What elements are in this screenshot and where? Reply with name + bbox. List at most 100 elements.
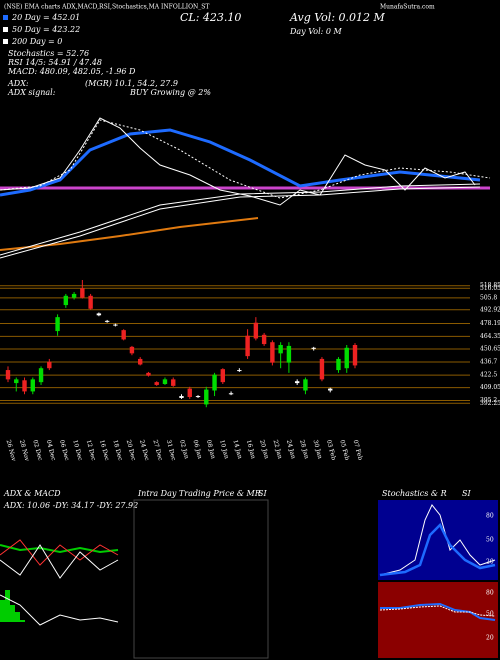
candle-body: [113, 324, 118, 326]
adx-line: [0, 544, 119, 579]
date-label: 22 Jan: [272, 439, 284, 460]
ema-line: [0, 119, 491, 199]
candle-body: [5, 370, 11, 380]
candle-body: [187, 388, 192, 397]
adx-signal-label: ADX signal:: [7, 88, 56, 97]
ema-50: 50 Day = 423.22: [12, 25, 80, 34]
candle-body: [179, 396, 184, 398]
candle-body: [278, 345, 283, 354]
intraday-suffix: SI: [258, 489, 267, 498]
day-vol: Day Vol: 0 M: [289, 27, 343, 36]
candle-body: [245, 335, 250, 357]
ma-line: [0, 183, 481, 256]
candle-body: [261, 334, 267, 345]
adx-line: [0, 544, 119, 554]
candle-body: [319, 358, 325, 380]
stoch-suffix: SI: [462, 489, 471, 498]
stoch-line: [379, 504, 496, 576]
y-tick-label: 450.65: [480, 346, 500, 353]
price-line: [0, 117, 476, 206]
y-tick-label: 436.7: [480, 358, 497, 365]
candle-body: [328, 388, 333, 391]
adx-panel-values: ADX: 10.06 -DY: 34.17 -DY: 27.92: [3, 501, 138, 510]
y-tick-label: 409.05: [480, 384, 500, 391]
y-tick-label: 516.05: [480, 285, 500, 292]
candle-body: [30, 379, 35, 392]
candle-body: [220, 369, 226, 383]
ema-swatch: [3, 27, 8, 32]
adx-line: [0, 539, 119, 566]
rsi-line: [379, 605, 496, 617]
date-label: 14 Jan: [232, 439, 244, 460]
candle-body: [171, 379, 176, 386]
adx-label: ADX:: [7, 79, 29, 88]
y-tick-label: 464.35: [480, 333, 500, 340]
candle-body: [204, 389, 209, 405]
candle-body: [129, 346, 135, 354]
rsi-tick: 50: [486, 611, 494, 618]
candle-body: [22, 380, 27, 392]
avg-vol: Avg Vol: 0.012 M: [289, 11, 386, 24]
candle-body: [96, 313, 102, 316]
candle-body: [294, 381, 300, 384]
macd-line: [0, 594, 119, 626]
y-tick-label: 392.25: [480, 400, 500, 407]
y-tick-label: 492.92: [480, 306, 500, 313]
candle-body: [270, 342, 275, 363]
y-tick-label: 505.8: [480, 294, 497, 301]
candle-body: [88, 295, 93, 309]
candle-body: [47, 361, 52, 369]
candle-body: [80, 288, 85, 298]
candle-body: [228, 393, 234, 395]
date-label: 06 Jan: [191, 439, 203, 460]
ema-200: 200 Day = 0: [11, 37, 62, 46]
candle-body: [38, 368, 44, 383]
candle-body: [162, 379, 168, 384]
candle-body: [336, 358, 341, 371]
macd: MACD: 480.09, 482.05, -1.96 D: [7, 67, 136, 76]
date-label: 08 Jan: [205, 439, 217, 460]
rsi-tick: 20: [486, 635, 494, 642]
candle-body: [63, 295, 69, 306]
candle-body: [121, 330, 126, 340]
close: CL: 423.10: [180, 11, 241, 24]
rsi-panel: [378, 582, 498, 658]
candle-body: [237, 370, 242, 372]
candle-body: [303, 379, 308, 391]
y-tick-label: 395.2: [480, 397, 497, 404]
candle-body: [344, 347, 349, 369]
candle-body: [286, 345, 292, 363]
stoch-line: [379, 522, 496, 577]
ema-swatch: [3, 15, 8, 20]
stoch-tick: 50: [486, 537, 494, 544]
candle-body: [146, 372, 151, 376]
source: MunafaSutra.com: [380, 4, 435, 11]
date-label: 02 Jan: [178, 439, 190, 460]
adx-panel-title: ADX & MACD: [3, 489, 61, 498]
rsi-tick: 80: [486, 590, 494, 597]
date-label: 20 Jan: [258, 439, 270, 460]
stochastics: Stochastics = 52.76: [8, 49, 89, 58]
date-label: 10 Jan: [218, 439, 230, 460]
intraday-title: Intra Day Trading Price & MR: [137, 489, 261, 498]
title: (NSE) EMA charts ADX,MACD,RSI,Stochastic…: [4, 4, 209, 11]
ema-swatch: [3, 39, 8, 44]
adx-signal: BUY Growing @ 2%: [129, 88, 211, 97]
date-label: 24 Jan: [285, 439, 297, 460]
candle-body: [154, 382, 159, 385]
ema-line: [0, 128, 481, 197]
candle-body: [212, 374, 217, 391]
candle-body: [195, 396, 201, 398]
date-label: 16 Jan: [245, 439, 257, 460]
stoch-title: Stochastics & R: [382, 489, 447, 498]
candle-body: [55, 317, 60, 332]
candle-body: [352, 345, 358, 366]
candle-body: [71, 293, 77, 298]
date-label: 30 Jan: [312, 439, 324, 460]
ma-line: [0, 217, 259, 251]
candle-body: [137, 358, 143, 365]
date-label: 28 Jan: [298, 439, 310, 460]
y-tick-label: 422.5: [480, 372, 497, 379]
stoch-tick: 80: [486, 513, 494, 520]
